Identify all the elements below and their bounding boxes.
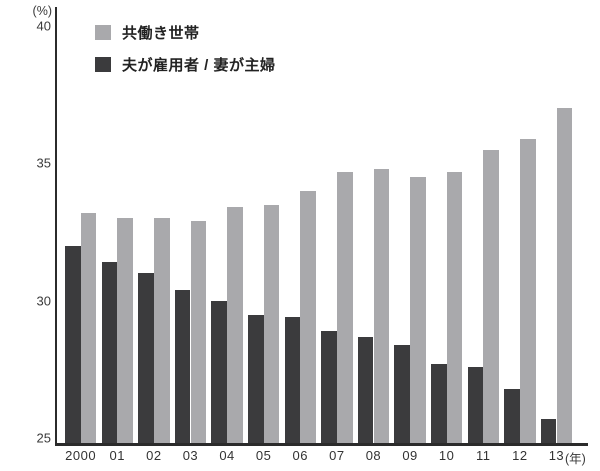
bar-housewife-07 [321,331,337,445]
bar-housewife-09 [394,344,410,445]
x-tick-label: 06 [292,448,308,463]
y-tick-label: 35 [36,155,51,171]
bar-housewife-02 [138,273,154,445]
dual-income-swatch-icon [95,25,111,40]
x-tick-label: 13 [548,448,565,463]
bar-dual-income-11 [483,149,499,445]
x-tick-label: 01 [109,448,125,463]
x-tick-label: 02 [146,448,162,463]
y-tick-label: 30 [36,293,51,308]
bar-housewife-03 [174,289,191,445]
y-axis-line [54,7,57,446]
legend-label-dual-income: 共働き世帯 [122,25,200,42]
legend: 共働き世帯 夫が雇用者 / 妻が主婦 [95,22,276,75]
bar-housewife-11 [467,366,484,445]
y-tick-label: 25 [36,430,51,446]
x-axis-line [54,443,588,446]
bar-housewife-13 [540,419,557,445]
bar-dual-income-01 [117,218,133,445]
legend-label-housewife: 夫が雇用者 / 妻が主婦 [122,57,276,74]
bar-housewife-04 [211,300,227,445]
bar-dual-income-02 [154,218,170,445]
x-tick-label: 12 [512,448,528,463]
bar-housewife-08 [357,336,374,445]
bar-dual-income-13 [556,108,573,445]
x-tick-label: 03 [182,448,199,463]
x-tick-label: 04 [219,448,235,463]
bar-dual-income-2000 [80,212,97,445]
y-tick-label: 40 [36,18,51,33]
y-axis-unit-label: (%) [32,4,52,18]
legend-item-dual-income: 共働き世帯 [95,22,276,43]
bar-housewife-01 [101,262,118,445]
x-axis-unit-label: (年) [565,452,586,466]
bar-housewife-05 [248,314,264,445]
x-tick-label: 08 [365,448,382,463]
x-tick-label: 2000 [65,448,97,463]
x-tick-label: 10 [438,448,455,463]
x-tick-label: 05 [255,448,272,463]
bar-dual-income-10 [446,171,463,445]
bar-dual-income-07 [337,171,353,445]
bar-housewife-2000 [65,245,81,445]
x-tick-label: 11 [476,448,491,463]
bar-housewife-12 [504,388,520,445]
x-tick-label: 09 [402,448,418,463]
bar-housewife-06 [284,317,301,445]
housewife-swatch-icon [95,57,111,72]
bar-dual-income-06 [300,190,316,445]
bar-dual-income-08 [373,168,390,445]
bar-dual-income-12 [520,138,536,445]
bar-housewife-10 [431,364,447,445]
bar-dual-income-05 [263,204,280,445]
legend-item-housewife: 夫が雇用者 / 妻が主婦 [95,54,276,75]
bar-dual-income-09 [410,177,426,445]
x-tick-label: 07 [329,448,345,463]
bar-dual-income-04 [227,207,243,445]
bar-dual-income-03 [190,221,207,445]
